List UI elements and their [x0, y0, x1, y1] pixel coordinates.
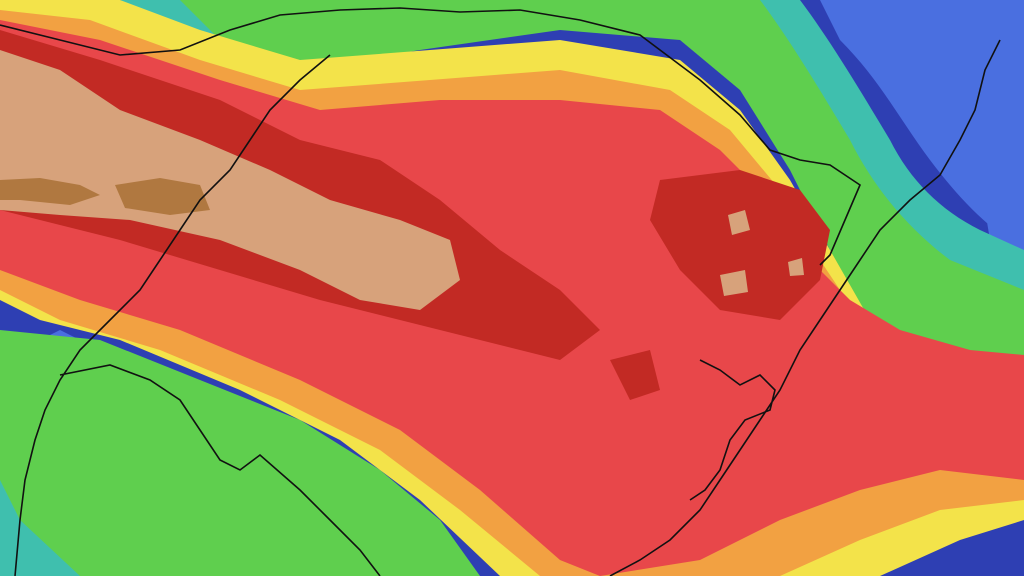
coastline — [609, 39, 1001, 576]
contour-brown-cells-east — [720, 210, 804, 296]
contour-red-dark — [0, 30, 830, 400]
state-border-line — [0, 7, 861, 576]
contour-brown-dark — [0, 178, 210, 215]
contour-brown-light — [0, 50, 460, 310]
